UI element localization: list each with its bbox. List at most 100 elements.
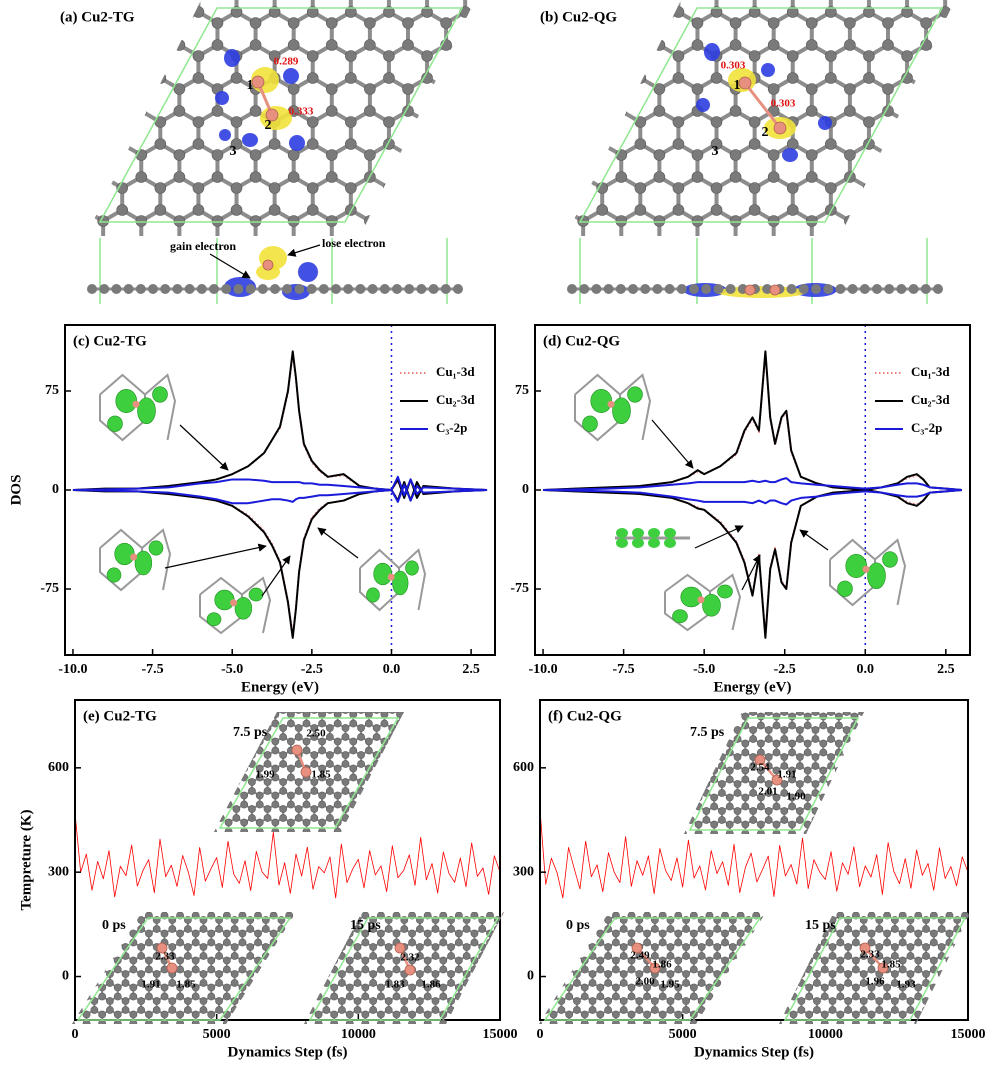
carbon-atom: [44, 925, 51, 932]
carbon-atom: [396, 737, 404, 746]
bond: [399, 830, 404, 832]
bond: [377, 859, 385, 864]
carbon-atom: [106, 1060, 113, 1067]
bond: [214, 736, 222, 743]
bond: [326, 1037, 334, 1042]
carbon-atom: [207, 956, 216, 965]
carbon-atom: [60, 1024, 67, 1031]
carbon-atom: [403, 787, 404, 795]
bond: [439, 710, 447, 715]
carbon-atom: [762, 284, 773, 294]
carbon-atom: [199, 970, 208, 978]
bond: [566, 109, 585, 124]
carbon-atom: [215, 979, 223, 987]
carbon-atom: [325, 1024, 332, 1031]
carbon-atom: [673, 249, 684, 260]
carbon-atom: [596, 204, 609, 216]
inset-frame: [141, 528, 172, 591]
carbon-atom: [246, 925, 255, 933]
bond: [86, 941, 95, 948]
carbon-atom: [44, 1033, 51, 1040]
bond: [287, 1024, 295, 1029]
carbon-atom: [435, 724, 442, 731]
bond: [242, 1064, 250, 1069]
carbon-atom: [60, 106, 71, 117]
bond: [174, 818, 182, 823]
carbon-atom: [178, 711, 185, 718]
bond: [484, 177, 503, 188]
carbon-atom: [293, 1024, 300, 1031]
x-tick-label: -10.0: [58, 662, 87, 677]
carbon-atom: [318, 773, 326, 782]
carbon-atom: [186, 859, 193, 866]
bond: [48, 889, 56, 894]
bond: [264, 970, 272, 975]
carbon-atom: [41, 205, 52, 216]
bond: [396, 1022, 405, 1024]
carbon-atom: [249, 149, 262, 161]
bond: [24, 956, 32, 961]
carbon-atom: [420, 733, 427, 740]
carbon-atom: [634, 138, 647, 150]
bond: [406, 175, 429, 190]
bond: [235, 1064, 243, 1069]
carbon-atom: [178, 738, 185, 745]
bond: [102, 76, 124, 91]
carbon-atom: [254, 983, 262, 992]
bond: [423, 845, 431, 850]
bond: [313, 983, 321, 988]
bond: [260, 845, 268, 850]
bond: [93, 941, 103, 948]
carbon-atom: [440, 284, 451, 294]
carbon-atom: [373, 679, 380, 686]
bond: [507, 12, 526, 23]
carbon-atom: [428, 774, 435, 781]
carbon-atom: [318, 737, 326, 746]
bond: [221, 683, 229, 688]
carbon-atom: [287, 846, 294, 853]
carbon-atom: [279, 805, 288, 813]
carbon-atom: [301, 966, 308, 973]
bond: [40, 902, 48, 907]
carbon-atom: [268, 6, 281, 18]
carbon-atom: [309, 871, 316, 878]
bond: [165, 889, 173, 894]
bond: [24, 929, 32, 934]
carbon-atom: [435, 787, 442, 794]
bond: [63, 929, 71, 934]
carbon-atom: [318, 712, 326, 719]
carbon-atom: [293, 1033, 300, 1040]
carbon-atom: [215, 1051, 222, 1058]
carbon-atom: [97, 83, 109, 95]
charge-density: [298, 262, 318, 282]
carbon-atom: [186, 832, 193, 839]
bond: [55, 1024, 63, 1029]
bond: [320, 1024, 328, 1029]
carbon-atom: [597, 271, 608, 282]
carbon-atom: [52, 939, 59, 946]
carbon-atom: [82, 929, 91, 938]
carbon-atom: [302, 737, 311, 746]
carbon-atom: [748, 6, 761, 18]
bond: [102, 43, 124, 58]
bond: [906, 208, 928, 223]
bond: [149, 889, 157, 894]
carbon-atom: [479, 216, 490, 227]
bond: [376, 763, 385, 770]
bond: [314, 845, 322, 850]
carbon-atom: [767, 149, 780, 161]
bond: [117, 1022, 127, 1024]
carbon-atom: [380, 818, 389, 827]
carbon-atom: [192, 6, 205, 18]
bond: [287, 983, 295, 988]
bond: [484, 111, 503, 122]
carbon-atom: [844, 215, 856, 227]
carbon-atom: [388, 751, 397, 759]
carbon-atom: [231, 898, 238, 905]
carbon-atom: [277, 952, 286, 960]
carbon-atom: [978, 205, 989, 216]
carbon-atom: [246, 997, 255, 1005]
carbon-atom: [117, 271, 128, 282]
carbon-atom: [161, 1038, 168, 1045]
carbon-atom: [264, 670, 271, 677]
